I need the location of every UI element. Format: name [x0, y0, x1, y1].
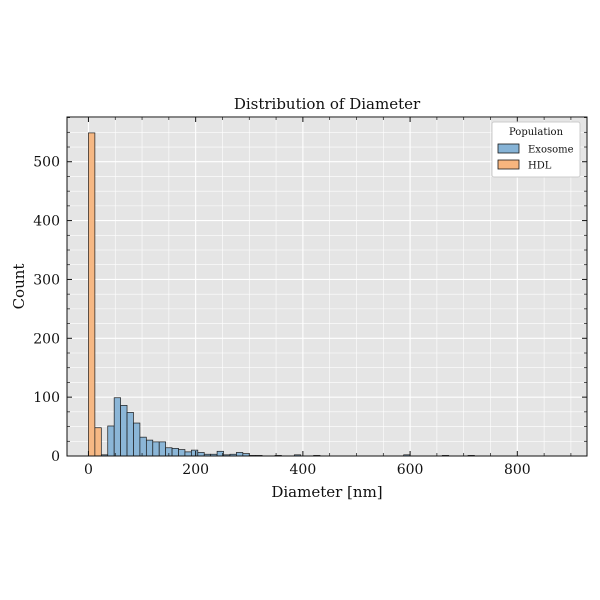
x-tick-label: 400	[290, 462, 317, 478]
legend-entry: HDL	[497, 159, 552, 172]
histogram-bar	[171, 447, 179, 457]
y-tick-label: 0	[51, 449, 60, 465]
histogram-bar	[145, 439, 154, 457]
histogram-bar	[120, 405, 128, 457]
x-tick-label: 200	[182, 462, 209, 478]
y-tick-label: 500	[33, 155, 60, 171]
x-tick-label: 600	[397, 462, 424, 478]
histogram-bar	[158, 441, 166, 457]
legend: Population Exosome HDL	[491, 121, 581, 178]
series-exosome	[94, 397, 475, 457]
histogram-bar	[133, 422, 141, 457]
axis-ticks: 0 200 400 600 800 0 100 200 300 400 500	[33, 117, 587, 478]
chart-title: Distribution of Diameter	[234, 95, 421, 113]
y-tick-label: 300	[33, 272, 60, 288]
legend-label: HDL	[528, 161, 552, 172]
y-tick-label: 200	[33, 331, 60, 347]
legend-entry: Exosome	[497, 143, 574, 156]
histogram-bar	[107, 425, 115, 457]
x-tick-label: 800	[504, 462, 531, 478]
bars	[88, 132, 475, 457]
legend-swatch	[497, 159, 520, 170]
histogram-bar	[88, 132, 96, 457]
y-axis-label: Count	[10, 264, 28, 310]
legend-title: Population	[509, 127, 564, 138]
histogram-bar	[113, 397, 121, 457]
y-tick-label: 100	[33, 390, 60, 406]
histogram-bar	[126, 412, 134, 457]
histogram-bar	[152, 441, 160, 457]
x-tick-label: 0	[84, 462, 93, 478]
histogram-bar	[94, 427, 102, 457]
y-tick-label: 400	[33, 214, 60, 230]
histogram-bar	[178, 449, 186, 457]
plot-frame	[66, 116, 588, 457]
legend-entries: Exosome HDL	[497, 143, 574, 172]
histogram-bar	[139, 436, 147, 457]
legend-swatch	[497, 143, 520, 154]
histogram-bar	[191, 449, 199, 457]
histogram-bar	[197, 452, 205, 457]
x-axis-label: Diameter [nm]	[271, 483, 382, 501]
histogram-bar	[184, 451, 192, 457]
histogram-bar	[236, 452, 244, 457]
legend-label: Exosome	[528, 145, 574, 156]
